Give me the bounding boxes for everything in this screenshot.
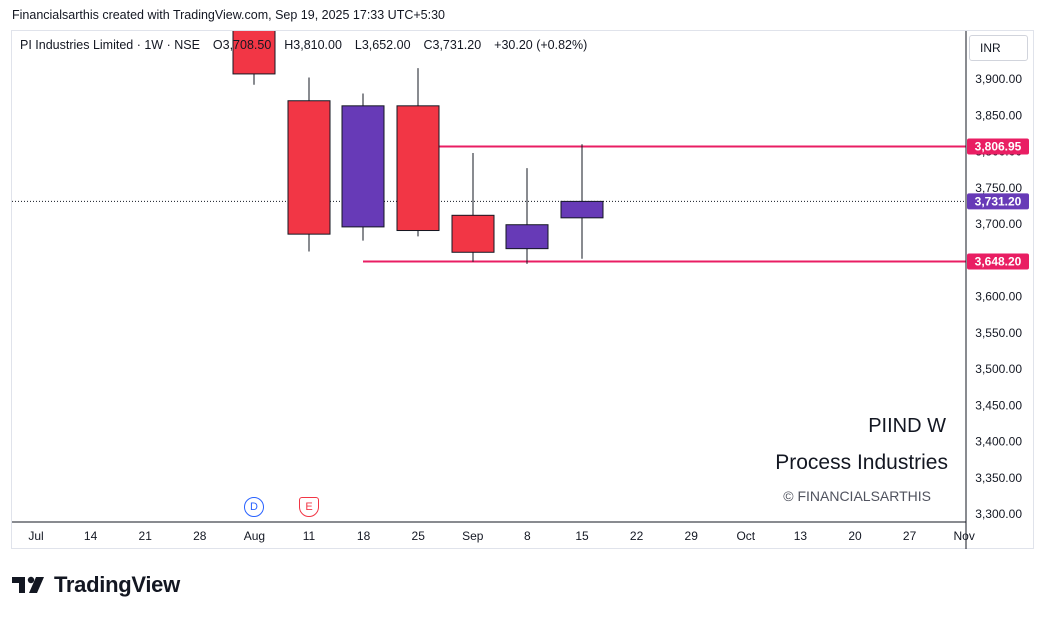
x-tick-label: 22 (630, 529, 644, 543)
annotation-company: Process Industries (775, 451, 948, 474)
y-tick-label: 3,600.00 (975, 290, 1022, 304)
x-tick-label: 20 (848, 529, 862, 543)
candle-body (341, 105, 385, 228)
y-tick-label: 3,550.00 (975, 326, 1022, 340)
x-tick-label: 15 (575, 529, 589, 543)
level-price-label: 3,806.95 (975, 139, 1022, 153)
x-tick-label: 8 (524, 529, 531, 543)
candle-body (451, 214, 495, 253)
x-tick-label: 14 (84, 529, 98, 543)
annotation-copyright: © FINANCIALSARTHIS (783, 488, 931, 504)
tradingview-logo-icon (12, 576, 44, 593)
y-tick-label: 3,450.00 (975, 398, 1022, 412)
x-tick-label: Aug (244, 529, 265, 543)
level-price-label: 3,648.20 (975, 255, 1022, 269)
level-price-tag (967, 138, 1029, 155)
earnings-event-icon[interactable]: E (299, 497, 319, 517)
x-tick-label: 21 (139, 529, 153, 543)
candle-body (396, 105, 440, 232)
y-tick-label: 3,900.00 (975, 72, 1022, 86)
x-tick-label: 18 (357, 529, 371, 543)
candle-body (505, 224, 549, 250)
y-tick-label: 3,750.00 (975, 181, 1022, 195)
legend-low: L3,652.00 (354, 38, 411, 52)
x-tick-label: 11 (303, 529, 316, 543)
x-tick-label: Jul (28, 529, 43, 543)
legend-close: C3,731.20 (423, 38, 482, 52)
legend-change: +30.20 (+0.82%) (494, 38, 588, 52)
y-tick-label: 3,350.00 (975, 471, 1022, 485)
x-tick-label: 28 (193, 529, 207, 543)
chart-frame (11, 30, 1034, 549)
last-price-label: 3,731.20 (975, 194, 1022, 208)
legend-title[interactable]: PI Industries Limited · 1W · NSE (20, 38, 200, 52)
symbol-legend: PI Industries Limited · 1W · NSE O3,708.… (20, 38, 587, 52)
x-tick-label: 25 (412, 529, 426, 543)
y-tick-label: 3,500.00 (975, 362, 1022, 376)
x-tick-label: 29 (685, 529, 699, 543)
y-tick-label: 3,850.00 (975, 108, 1022, 122)
candle-body (560, 200, 604, 219)
dividend-event-icon[interactable]: D (244, 497, 264, 517)
x-tick-label: Nov (954, 529, 975, 543)
tradingview-logo-text: TradingView (54, 572, 180, 597)
chart-attribution: Financialsarthis created with TradingVie… (12, 8, 446, 22)
x-tick-label: Sep (462, 529, 484, 543)
last-price-tag (967, 193, 1029, 210)
annotation-symbol: PIIND W (868, 415, 946, 437)
level-price-tag (967, 253, 1029, 270)
candle-body (232, 31, 276, 75)
y-tick-label: 3,700.00 (975, 217, 1022, 231)
x-tick-label: 27 (903, 529, 917, 543)
candle-body (287, 100, 331, 235)
plot-area (12, 31, 966, 264)
y-tick-label: 3,400.00 (975, 435, 1022, 449)
legend-high: H3,810.00 (284, 38, 342, 52)
tradingview-logo[interactable]: TradingView (12, 570, 180, 600)
currency-selector[interactable]: INR (969, 35, 1028, 61)
x-tick-label: 13 (794, 529, 808, 543)
y-tick-label: 3,300.00 (975, 507, 1022, 521)
legend-open: O3,708.50 (212, 38, 272, 52)
x-tick-label: Oct (736, 529, 755, 543)
